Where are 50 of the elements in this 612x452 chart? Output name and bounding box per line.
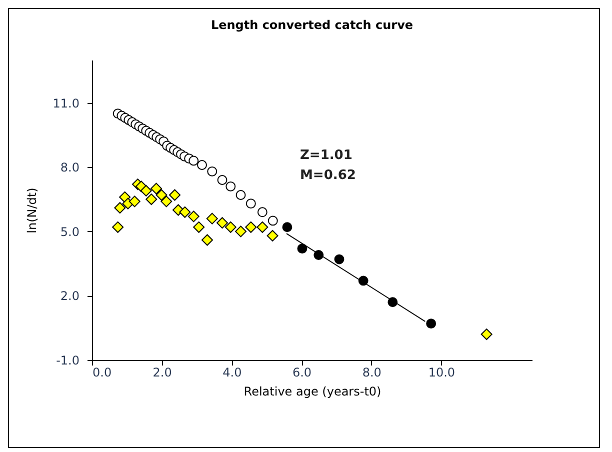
point bbox=[169, 189, 181, 201]
x-tick-label: 0.0 bbox=[92, 366, 112, 380]
chart-title: Length converted catch curve bbox=[210, 18, 414, 32]
point bbox=[224, 221, 236, 233]
point bbox=[226, 181, 236, 192]
y-tick-label: 2.0 bbox=[60, 289, 80, 304]
point bbox=[245, 221, 257, 233]
point bbox=[217, 175, 228, 185]
point bbox=[114, 202, 126, 214]
point bbox=[206, 212, 218, 224]
point bbox=[179, 206, 191, 218]
point bbox=[156, 189, 168, 201]
x-tick-label: 4.0 bbox=[222, 366, 242, 380]
point bbox=[150, 182, 162, 194]
annotation: M=0.62 bbox=[300, 168, 356, 183]
x-tick-label: 10.0 bbox=[428, 366, 456, 380]
point bbox=[334, 254, 344, 264]
point bbox=[201, 234, 213, 246]
y-tick-label: -1.0 bbox=[56, 354, 80, 368]
x-axis-title: Relative age (years-t0) bbox=[244, 384, 382, 398]
x-tick-label: 2.0 bbox=[152, 366, 172, 380]
point bbox=[160, 196, 172, 208]
y-tick-label: 8.0 bbox=[60, 160, 80, 175]
point bbox=[480, 328, 492, 340]
point bbox=[188, 210, 200, 222]
x-tick-label: 8.0 bbox=[362, 366, 382, 380]
point bbox=[188, 156, 199, 166]
point bbox=[216, 217, 228, 229]
y-tick-label: 5.0 bbox=[60, 224, 80, 239]
point bbox=[256, 221, 268, 233]
annotation: Z=1.01 bbox=[300, 148, 352, 163]
y-axis-title: ln(N/dt) bbox=[24, 188, 39, 234]
point bbox=[426, 318, 436, 329]
point bbox=[266, 230, 278, 242]
point bbox=[193, 221, 205, 233]
point bbox=[268, 216, 278, 226]
point bbox=[235, 226, 247, 238]
point bbox=[146, 194, 158, 206]
point bbox=[246, 198, 256, 209]
point bbox=[282, 222, 292, 232]
point bbox=[128, 196, 140, 208]
point bbox=[207, 166, 218, 176]
point bbox=[236, 190, 246, 200]
point bbox=[297, 244, 308, 254]
y-tick-label: 11.0 bbox=[52, 96, 80, 110]
point bbox=[197, 160, 207, 170]
point bbox=[112, 221, 124, 233]
point bbox=[140, 184, 152, 196]
point bbox=[257, 207, 268, 218]
x-tick-label: 6.0 bbox=[292, 366, 312, 380]
